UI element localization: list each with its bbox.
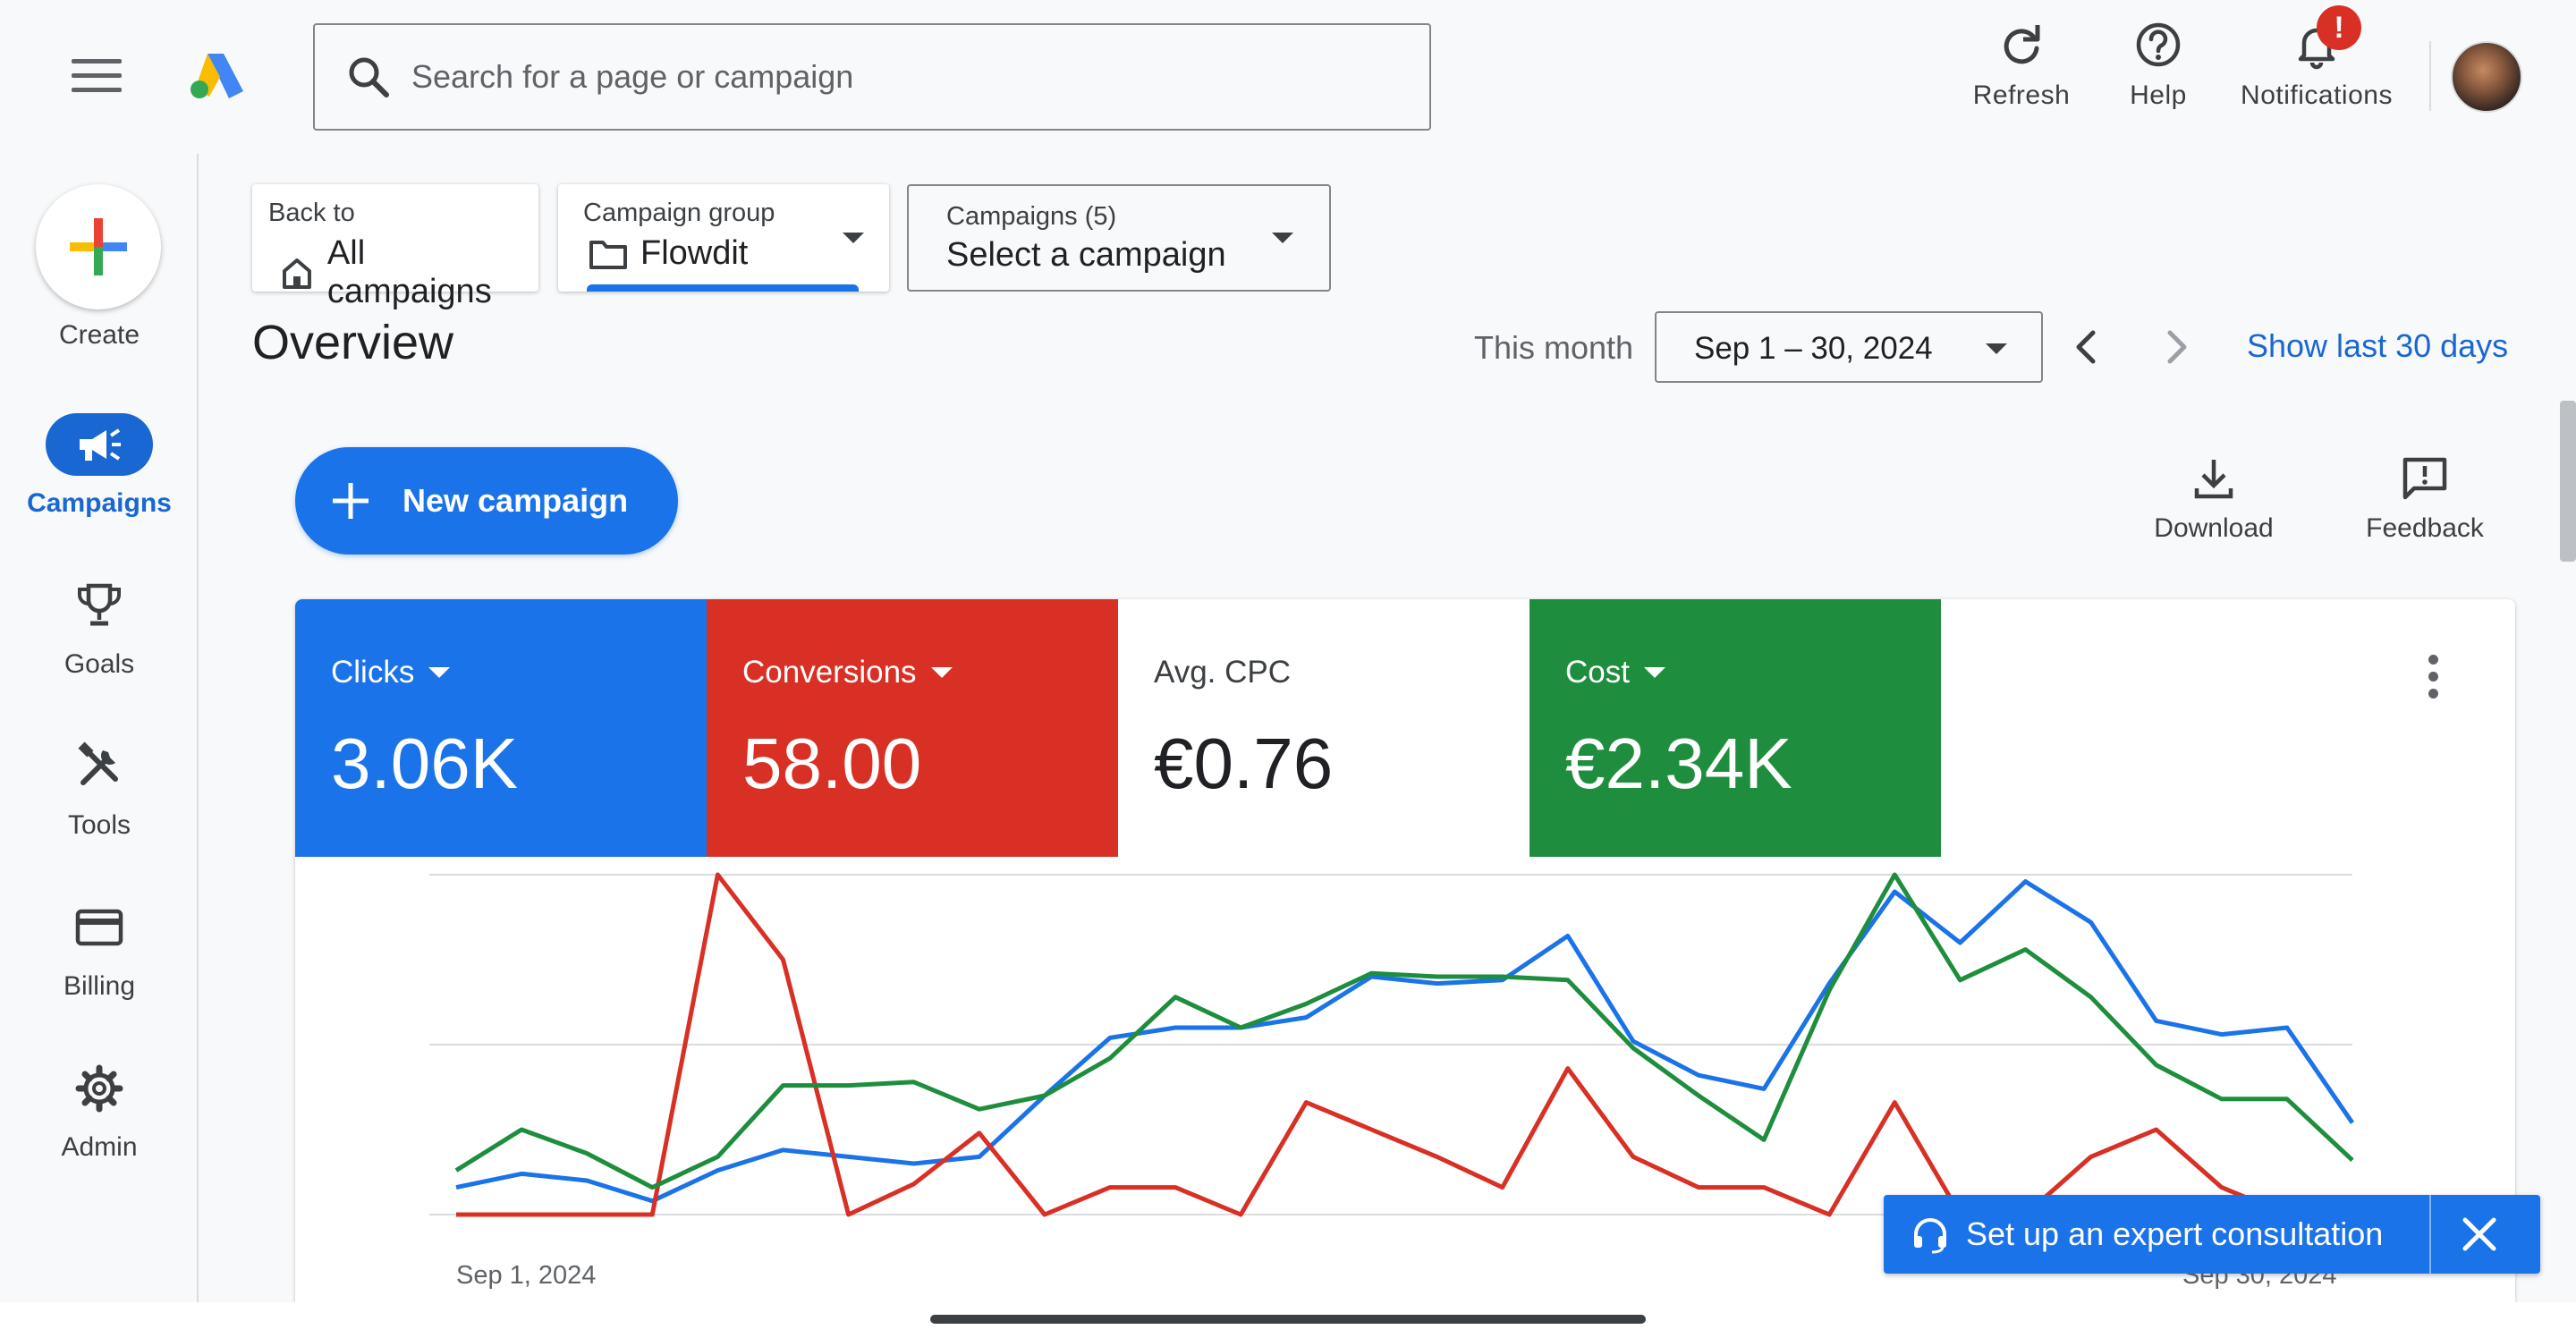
chevron-down-icon bbox=[1986, 343, 2007, 354]
metric-conversions-value: 58.00 bbox=[742, 724, 922, 803]
metric-avg-cpc-value: €0.76 bbox=[1154, 724, 1334, 803]
metric-clicks[interactable]: Clicks 3.06K bbox=[295, 599, 707, 857]
notifications-label: Notifications bbox=[2241, 80, 2393, 110]
series-line-2[interactable] bbox=[454, 872, 2354, 1190]
chevron-down-icon bbox=[428, 667, 451, 678]
nav-goals-pill bbox=[46, 574, 153, 637]
page-title: Overview bbox=[252, 316, 454, 369]
period-label: This month bbox=[1474, 329, 1634, 366]
folder-icon bbox=[589, 240, 627, 269]
metric-cost[interactable]: Cost €2.34K bbox=[1530, 599, 1941, 857]
x-axis-start-label: Sep 1, 2024 bbox=[456, 1261, 597, 1290]
chevron-right-icon[interactable] bbox=[2150, 322, 2200, 372]
chevron-down-icon bbox=[843, 233, 864, 243]
feedback-button[interactable]: Feedback bbox=[2358, 456, 2492, 544]
search-icon bbox=[349, 57, 389, 97]
download-icon bbox=[2194, 460, 2233, 499]
nav-billing-label: Billing bbox=[63, 971, 136, 1001]
nav-tools-label: Tools bbox=[67, 810, 131, 840]
plus-multicolor-icon bbox=[70, 218, 127, 275]
date-range-selector[interactable]: Sep 1 – 30, 2024 bbox=[1655, 311, 2043, 383]
chevron-left-icon[interactable] bbox=[2063, 322, 2113, 372]
nav-tools-pill bbox=[46, 735, 153, 798]
nav-billing-pill bbox=[46, 896, 153, 959]
home-indicator[interactable] bbox=[930, 1315, 1646, 1324]
metric-avg-cpc-label: Avg. CPC bbox=[1154, 655, 1292, 690]
expert-consultation-banner: Set up an expert consultation bbox=[1884, 1195, 2540, 1274]
campaigns-selector[interactable]: Campaigns (5) Select a campaign bbox=[907, 184, 1331, 292]
campaign-group-label: Campaign group bbox=[583, 199, 775, 227]
plus-icon bbox=[333, 483, 369, 519]
nav-campaigns-label: Campaigns bbox=[27, 488, 172, 518]
new-campaign-label: New campaign bbox=[402, 482, 629, 519]
nav-tools[interactable]: Tools bbox=[0, 735, 199, 860]
credit-card-icon bbox=[75, 909, 123, 946]
avatar[interactable] bbox=[2451, 41, 2522, 113]
back-to-all-campaigns[interactable]: Back to All campaigns bbox=[252, 184, 538, 310]
trophy-icon bbox=[78, 583, 121, 626]
refresh-icon bbox=[2004, 25, 2040, 64]
refresh-label: Refresh bbox=[1972, 80, 2071, 110]
campaign-group-value: Flowdit bbox=[640, 234, 749, 272]
feedback-label: Feedback bbox=[2366, 513, 2484, 543]
chevron-down-icon bbox=[930, 667, 953, 678]
metric-clicks-value: 3.06K bbox=[331, 724, 519, 803]
metric-conversions-label: Conversions bbox=[742, 655, 917, 690]
download-label: Download bbox=[2154, 513, 2274, 543]
back-to-label: Back to bbox=[268, 199, 355, 227]
nav-billing[interactable]: Billing bbox=[0, 896, 199, 1021]
divider bbox=[2429, 1195, 2431, 1274]
metric-avg-cpc[interactable]: Avg. CPC €0.76 bbox=[1118, 599, 1530, 857]
date-range-value: Sep 1 – 30, 2024 bbox=[1694, 331, 1933, 366]
download-button[interactable]: Download bbox=[2147, 456, 2281, 544]
performance-chart bbox=[429, 872, 2355, 1217]
nav-campaigns[interactable]: Campaigns bbox=[0, 413, 199, 538]
top-bar: Refresh Help Notifications ! bbox=[0, 0, 2576, 154]
help-button[interactable]: Help bbox=[2109, 18, 2207, 125]
nav-goals-label: Goals bbox=[64, 649, 135, 679]
feedback-icon bbox=[2402, 457, 2447, 500]
headset-icon bbox=[1914, 1218, 1946, 1254]
gear-icon bbox=[75, 1064, 123, 1113]
menu-icon[interactable] bbox=[72, 59, 122, 95]
new-campaign-button[interactable]: New campaign bbox=[295, 447, 678, 555]
create-label: Create bbox=[58, 320, 140, 350]
create-button[interactable] bbox=[36, 184, 161, 309]
nav-admin-label: Admin bbox=[61, 1132, 138, 1162]
metric-cost-label: Cost bbox=[1565, 655, 1630, 690]
search-bar[interactable] bbox=[313, 23, 1431, 131]
refresh-button[interactable]: Refresh bbox=[1968, 18, 2075, 125]
nav-admin[interactable]: Admin bbox=[0, 1057, 199, 1182]
chevron-down-icon bbox=[1643, 667, 1665, 678]
chevron-down-icon bbox=[1272, 233, 1293, 243]
metric-cost-value: €2.34K bbox=[1565, 724, 1792, 803]
help-icon bbox=[2136, 22, 2181, 67]
metric-clicks-label: Clicks bbox=[331, 655, 415, 690]
select-campaign-label: Select a campaign bbox=[946, 236, 1226, 274]
series-line-0[interactable] bbox=[455, 879, 2355, 1204]
expert-consultation-button[interactable]: Set up an expert consultation bbox=[1884, 1195, 2383, 1274]
help-label: Help bbox=[2130, 80, 2187, 110]
tools-icon bbox=[78, 741, 118, 785]
selected-indicator bbox=[587, 284, 859, 292]
show-last-30-days-link[interactable]: Show last 30 days bbox=[2247, 327, 2509, 364]
notification-badge: ! bbox=[2317, 5, 2361, 50]
nav-admin-pill bbox=[46, 1057, 153, 1120]
divider bbox=[2429, 41, 2431, 111]
scrollbar[interactable] bbox=[2560, 401, 2576, 562]
home-icon bbox=[282, 258, 311, 289]
left-rail: Create Campaigns Goals bbox=[0, 154, 199, 1308]
search-input[interactable] bbox=[411, 58, 1395, 96]
megaphone-icon bbox=[80, 428, 121, 461]
more-options-icon[interactable] bbox=[2424, 655, 2442, 708]
google-ads-logo bbox=[191, 54, 243, 98]
campaigns-count-label: Campaigns (5) bbox=[946, 202, 1117, 231]
expert-consultation-label: Set up an expert consultation bbox=[1966, 1215, 2384, 1252]
nav-campaigns-pill bbox=[46, 413, 153, 476]
nav-goals[interactable]: Goals bbox=[0, 574, 199, 699]
all-campaigns-label: All campaigns bbox=[326, 234, 492, 310]
metric-conversions[interactable]: Conversions 58.00 bbox=[707, 599, 1118, 857]
campaign-group-selector[interactable]: Campaign group Flowdit bbox=[558, 184, 889, 292]
close-icon[interactable] bbox=[2453, 1207, 2506, 1261]
